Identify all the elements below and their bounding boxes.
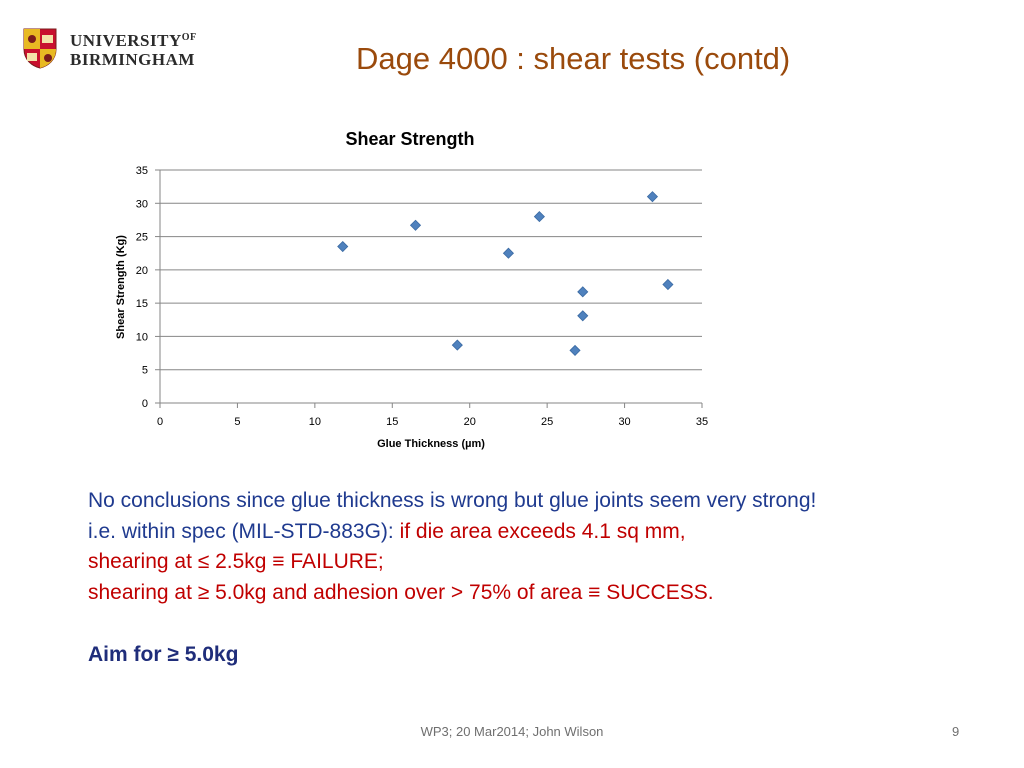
conclusion-line: No conclusions since glue thickness is w… [88,489,817,512]
y-tick-label: 30 [136,198,148,210]
footer-text: WP3; 20 Mar2014; John Wilson [420,724,604,739]
data-point-marker [451,339,463,351]
chart-axes [155,169,703,408]
success-criterion-line: shearing at ≥ 5.0kg and adhesion over > … [88,580,714,604]
data-point-marker [662,278,674,291]
y-tick-label: 20 [136,265,148,277]
x-axis-label: Glue Thickness (µm) [377,438,485,450]
data-point-marker [533,211,545,223]
y-tick-label: 25 [136,232,148,244]
x-tick-label: 10 [309,416,321,428]
x-tick-label: 0 [157,416,163,428]
x-tick-label: 20 [464,416,476,428]
data-point-marker [409,219,422,231]
y-tick-label: 10 [136,331,148,343]
university-crest-icon [23,28,57,69]
failure-criterion-line: shearing at ≤ 2.5kg ≡ FAILURE; [88,550,384,573]
y-tick-label: 0 [142,398,148,410]
data-point-marker [569,344,581,356]
spec-line-red: if die area exceeds 4.1 sq mm, [399,519,686,543]
data-point-marker [502,247,514,259]
data-point-marker [646,191,659,203]
x-tick-label: 25 [541,416,553,428]
x-tick-label: 35 [696,416,708,428]
x-tick-label: 30 [618,416,630,428]
chart-title: Shear Strength [345,129,474,149]
slide-title: Dage 4000 : shear tests (contd) [356,41,791,76]
shear-strength-chart: Shear Strength 0 5 10 15 20 25 30 35 0 5 10 15 20 25… [115,129,708,450]
logo-wordmark: UNIVERSITYOF BIRMINGHAM [70,28,197,69]
chart-gridlines [160,169,702,371]
y-tick-label: 35 [136,165,148,177]
y-tick-labels: 0 5 10 15 20 25 30 35 [136,165,148,410]
logo-university-text: UNIVERSITY [70,31,182,50]
aim-statement: Aim for ≥ 5.0kg [88,643,239,666]
x-tick-labels: 0 5 10 15 20 25 30 35 [157,416,708,428]
x-tick-label: 5 [234,416,240,428]
y-tick-label: 5 [142,365,148,377]
data-points [337,191,674,356]
data-point-marker [577,286,589,298]
logo-birmingham-text: BIRMINGHAM [70,50,195,69]
spec-line: i.e. within spec (MIL-STD-883G): if die … [88,517,928,548]
x-tick-label: 15 [386,416,398,428]
y-axis-label: Shear Strength (Kg) [115,235,127,339]
slide-body-text: No conclusions since glue thickness is w… [88,486,928,671]
logo-of-text: OF [181,32,197,43]
university-logo: UNIVERSITYOF BIRMINGHAM [22,27,202,71]
data-point-marker [577,310,589,322]
page-number: 9 [952,724,960,739]
spec-line-blue: i.e. within spec (MIL-STD-883G): [88,519,400,543]
y-tick-label: 15 [136,298,148,310]
data-point-marker [337,240,349,253]
